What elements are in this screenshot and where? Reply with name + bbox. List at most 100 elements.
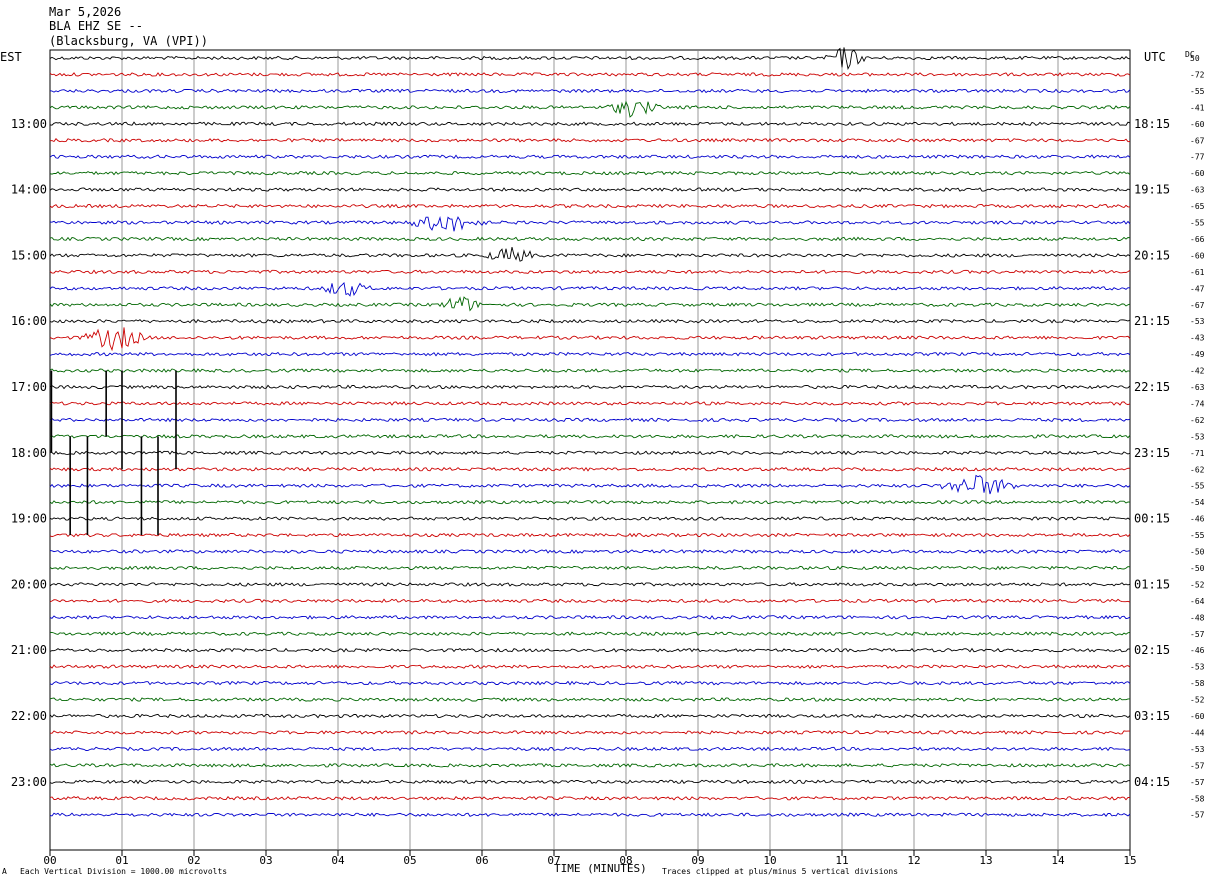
seismic-trace-30: [49, 549, 1131, 554]
left-hour-label: 22:00: [11, 709, 47, 723]
x-tick-label: 14: [1051, 854, 1065, 867]
dc-offset-value: -67: [1190, 136, 1205, 145]
seismic-trace-46: [49, 812, 1131, 817]
seismic-trace-45: [49, 795, 1131, 801]
dc-offset-value: -60: [1190, 169, 1205, 178]
seismic-trace-20: [49, 384, 1131, 390]
seismic-trace-32: [49, 582, 1131, 587]
dc-offset-value: -54: [1190, 498, 1205, 507]
dc-offset-value: -48: [1190, 613, 1205, 622]
seismic-trace-10: [49, 215, 1131, 232]
seismic-trace-2: [49, 88, 1131, 94]
dc-offset-value: -60: [1190, 120, 1205, 129]
scale-note: Each Vertical Division = 1000.00 microvo…: [20, 867, 228, 876]
seismic-trace-22: [49, 417, 1131, 423]
left-hour-label: 14:00: [11, 183, 47, 197]
seismic-trace-21: [49, 401, 1131, 406]
x-tick-label: 04: [331, 854, 345, 867]
x-tick-label: 09: [691, 854, 704, 867]
dc-offset-value: -60: [1190, 251, 1205, 260]
dc-offset-value: -47: [1190, 284, 1205, 293]
dc-offset-value: -61: [1190, 268, 1205, 277]
seismic-trace-11: [49, 236, 1131, 242]
x-tick-label: 02: [187, 854, 200, 867]
seismic-trace-35: [49, 631, 1131, 636]
dc-offset-value: -53: [1190, 317, 1205, 326]
seismic-trace-44: [49, 779, 1130, 785]
dc-offset-value: -72: [1190, 70, 1205, 79]
dc-offset-value: -63: [1190, 383, 1205, 392]
left-hour-label: 17:00: [11, 380, 47, 394]
seismic-trace-15: [49, 296, 1131, 312]
seismic-trace-34: [49, 614, 1131, 620]
left-hour-label: 21:00: [11, 643, 47, 657]
left-hour-label: 18:00: [11, 446, 47, 460]
station-code: BLA EHZ SE --: [49, 19, 143, 33]
dc-offset-value: -62: [1190, 416, 1205, 425]
corner-mark: A: [2, 867, 7, 876]
dc-offset-value: -58: [1190, 794, 1205, 803]
right-hour-label: 23:15: [1134, 446, 1170, 460]
seismic-trace-7: [49, 170, 1131, 176]
seismic-trace-41: [49, 730, 1130, 735]
right-hour-label: 21:15: [1134, 314, 1170, 328]
dc-offset-value: -57: [1190, 630, 1205, 639]
x-axis-label: TIME (MINUTES): [554, 862, 647, 875]
dc-offset-value: -53: [1190, 432, 1205, 441]
left-hour-label: 20:00: [11, 577, 47, 591]
x-tick-label: 05: [403, 854, 416, 867]
left-hour-label: 15:00: [11, 248, 47, 262]
record-date: Mar 5,2026: [49, 5, 122, 19]
dc-offset-value: -52: [1190, 696, 1205, 705]
seismic-trace-40: [49, 713, 1131, 719]
dc-offset-value: -62: [1190, 465, 1205, 474]
right-hour-label: 20:15: [1134, 248, 1170, 262]
dc-offset-value: -67: [1190, 301, 1205, 310]
x-tick-label: 07: [547, 854, 560, 867]
left-hour-label: 19:00: [11, 512, 47, 526]
seismic-trace-18: [49, 351, 1131, 357]
clip-note: Traces clipped at plus/minus 5 vertical …: [662, 867, 899, 876]
x-tick-label: 06: [475, 854, 488, 867]
seismic-trace-12: [49, 246, 1131, 262]
seismic-trace-42: [49, 746, 1131, 752]
dc-offset-value: -41: [1190, 103, 1205, 112]
x-tick-label: 13: [979, 854, 992, 867]
seismic-trace-17: [49, 327, 1131, 352]
seismic-trace-39: [49, 697, 1130, 702]
seismic-trace-4: [49, 121, 1131, 127]
left-hour-label: 23:00: [11, 775, 47, 789]
right-hour-label: 04:15: [1134, 775, 1170, 789]
seismic-trace-36: [49, 647, 1131, 653]
right-hour-label: 01:15: [1134, 577, 1170, 591]
left-hour-label: 13:00: [11, 117, 47, 131]
dc-offset-value: -57: [1190, 761, 1205, 770]
x-tick-label: 00: [43, 854, 56, 867]
x-tick-label: 12: [907, 854, 920, 867]
seismic-trace-14: [49, 281, 1131, 297]
dc-offset-value: 50: [1190, 54, 1200, 63]
seismic-trace-23: [49, 434, 1131, 439]
right-timezone-label: UTC: [1144, 50, 1166, 64]
dc-offset-value: -63: [1190, 186, 1205, 195]
dc-offset-value: -55: [1190, 219, 1205, 228]
seismic-trace-24: [49, 450, 1131, 456]
right-hour-label: 19:15: [1134, 183, 1170, 197]
seismic-trace-38: [49, 680, 1131, 686]
dc-offset-value: -64: [1190, 597, 1205, 606]
dc-offset-value: -46: [1190, 515, 1205, 524]
x-tick-label: 15: [1123, 854, 1136, 867]
dc-offset-value: -42: [1190, 367, 1205, 376]
dc-offset-value: -55: [1190, 531, 1205, 540]
dc-offset-value: -58: [1190, 679, 1205, 688]
dc-offset-value: -49: [1190, 350, 1205, 359]
x-tick-label: 10: [763, 854, 776, 867]
seismic-trace-43: [49, 763, 1131, 768]
dc-offset-value: -57: [1190, 811, 1205, 820]
plot-frame: [49, 49, 1131, 851]
x-tick-label: 03: [259, 854, 272, 867]
seismic-trace-16: [49, 318, 1131, 324]
seismic-trace-13: [49, 269, 1131, 275]
dc-column-label: DC: [1185, 50, 1195, 59]
